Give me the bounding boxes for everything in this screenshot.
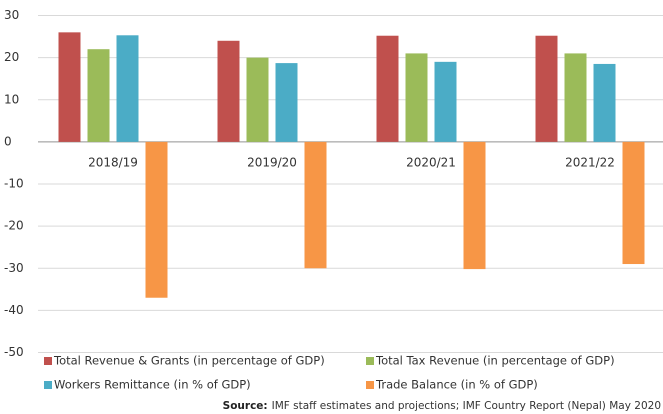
- source: Source: IMF staff estimates and projectio…: [223, 400, 661, 412]
- y-tick-label: -20: [4, 219, 24, 233]
- legend-label: Total Revenue & Grants (in percentage of…: [53, 354, 325, 368]
- x-tick-label: 2021/22: [565, 155, 615, 169]
- source-text: IMF staff estimates and projections; IMF…: [272, 400, 661, 412]
- y-tick-label: -10: [4, 177, 24, 191]
- bar: [564, 53, 587, 142]
- bar: [593, 63, 616, 142]
- bar: [87, 49, 110, 142]
- legend-swatch: [44, 381, 52, 389]
- y-tick-label: -40: [4, 303, 24, 317]
- bar: [463, 141, 486, 270]
- bar: [434, 61, 457, 142]
- legend-swatch: [366, 357, 374, 365]
- legend-swatch: [44, 357, 52, 365]
- y-tick-label: 20: [4, 50, 19, 64]
- legend-label: Trade Balance (in % of GDP): [375, 378, 538, 392]
- x-tick-label: 2019/20: [247, 155, 297, 169]
- bar: [304, 141, 327, 269]
- x-tick-label: 2018/19: [88, 155, 138, 169]
- bar: [145, 141, 168, 298]
- y-tick-label: 0: [4, 134, 12, 148]
- bar: [246, 57, 269, 142]
- source-label: Source:: [223, 400, 268, 412]
- legend-label: Workers Remittance (in % of GDP): [54, 378, 251, 392]
- y-tick-label: -50: [4, 345, 24, 359]
- x-tick-label: 2020/21: [406, 155, 456, 169]
- bar: [116, 35, 139, 142]
- bar: [535, 35, 558, 142]
- y-tick-label: 30: [4, 8, 19, 22]
- y-tick-label: -30: [4, 261, 24, 275]
- legend-swatch: [366, 381, 374, 389]
- bar: [58, 32, 81, 142]
- y-tick-label: 10: [4, 92, 19, 106]
- bar: [376, 35, 399, 142]
- bar: [217, 40, 240, 142]
- bar: [275, 63, 298, 142]
- bar: [405, 53, 428, 142]
- bar: [622, 141, 645, 265]
- legend-label: Total Tax Revenue (in percentage of GDP): [375, 354, 615, 368]
